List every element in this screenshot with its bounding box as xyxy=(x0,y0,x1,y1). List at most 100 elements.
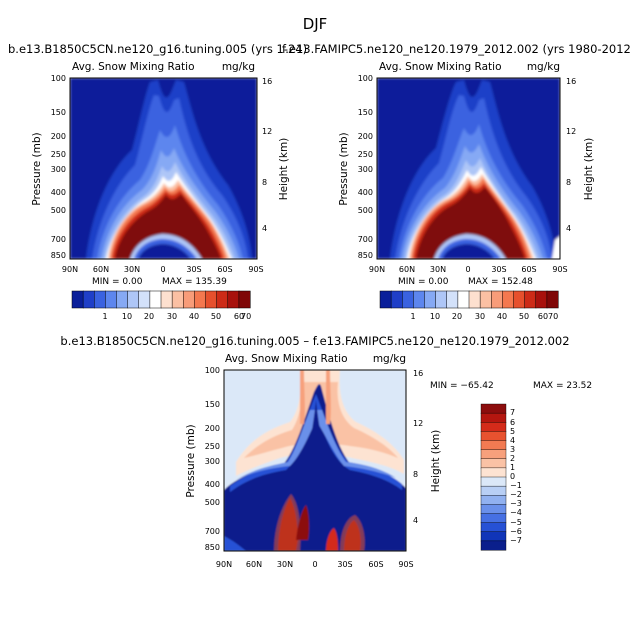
colorbar-swatch xyxy=(116,290,129,309)
panel-b-subtitle-right: mg/kg xyxy=(527,61,560,73)
field-positive-upper-streak xyxy=(300,370,305,424)
x-tick-label: 90S xyxy=(552,265,567,274)
panel-d-title: b.e13.B1850C5CN.ne120_g16.tuning.005 – f… xyxy=(60,334,569,348)
x-tick-label: 60N xyxy=(246,560,262,569)
panel-b-y-label: Pressure (mb) xyxy=(338,132,350,205)
colorbar-label: 60 xyxy=(234,312,244,321)
figure-title: DJF xyxy=(303,15,328,33)
x-tick-label: 60N xyxy=(399,265,415,274)
field-level-core xyxy=(416,187,525,259)
colorbar-swatch xyxy=(535,290,548,309)
x-tick-label: 60S xyxy=(368,560,383,569)
colorbar-label: 30 xyxy=(167,312,177,321)
field-low-level-blue-3 xyxy=(442,244,495,259)
colorbar-label: 40 xyxy=(497,312,507,321)
panel-a-frame xyxy=(69,77,258,260)
panel-b-title: f.e13.FAMIPC5.ne120_ne120.1979_2012.002 … xyxy=(282,42,631,56)
colorbar-swatch xyxy=(160,290,173,309)
y2-tick-label: 8 xyxy=(413,470,418,479)
colorbar-label: 10 xyxy=(122,312,132,321)
field-positive-convection-mid xyxy=(326,528,338,551)
panel-d-y2-axis: 4 8 12 16 xyxy=(413,369,423,525)
panel-d-min-text: MIN = −65.42 xyxy=(430,381,494,391)
y-tick-label: 500 xyxy=(51,206,66,215)
y2-tick-label: 16 xyxy=(262,77,272,86)
field-positive-convection-left-outer xyxy=(274,494,301,551)
field-surface-pool-left xyxy=(224,536,246,551)
colorbar-label: 10 xyxy=(430,312,440,321)
colorbar-swatch xyxy=(480,449,507,460)
y-tick-label: 300 xyxy=(358,165,373,174)
colorbar-swatch xyxy=(480,540,507,551)
panel-b-frame xyxy=(376,77,561,260)
x-tick-label: 90N xyxy=(216,560,232,569)
colorbar-label: −2 xyxy=(510,490,522,499)
colorbar-label: 40 xyxy=(189,312,199,321)
colorbar-swatch xyxy=(105,290,118,309)
colorbar-swatch xyxy=(480,431,507,442)
colorbar-swatch xyxy=(402,290,414,309)
colorbar-label: −4 xyxy=(510,508,522,517)
colorbar-labels-vertical: 7 6 5 4 3 2 1 0 −1 −2 −3 −4 −5 −6 −7 xyxy=(510,408,522,545)
colorbar-swatch xyxy=(413,290,426,309)
colorbar-swatch xyxy=(524,290,537,309)
panel-difference: b.e13.B1850C5CN.ne120_g16.tuning.005 – f… xyxy=(60,334,592,569)
panel-b-x-axis: 90N 60N 30N 0 30S 60S 90S xyxy=(369,265,568,274)
colorbar-swatch xyxy=(390,290,403,309)
panel-a-x-axis: 90N 60N 30N 0 30S 60S 90S xyxy=(62,265,264,274)
panel-model-a: b.e13.B1850C5CN.ne120_g16.tuning.005 (yr… xyxy=(8,42,307,321)
colorbar-label: 6 xyxy=(510,418,515,427)
panel-d-contour-field xyxy=(224,370,406,551)
panel-d-max-text: MAX = 23.52 xyxy=(533,381,592,391)
colorbar-swatch xyxy=(171,290,184,309)
y-tick-label: 700 xyxy=(51,235,66,244)
x-tick-label: 0 xyxy=(312,560,317,569)
x-tick-label: 30N xyxy=(430,265,446,274)
colorbar-swatch xyxy=(480,495,507,505)
panel-a-y-axis: 100 150 200 250 300 400 500 700 850 xyxy=(51,74,66,260)
colorbar-swatch xyxy=(71,290,84,309)
colorbar-label: 60 xyxy=(538,312,548,321)
colorbar-label: −6 xyxy=(510,527,522,536)
x-tick-label: 30S xyxy=(491,265,506,274)
y2-tick-label: 4 xyxy=(566,224,571,233)
y-tick-label: 250 xyxy=(205,442,220,451)
colorbar-swatch xyxy=(480,412,507,423)
colorbar-swatch xyxy=(238,290,251,309)
panel-a-title: b.e13.B1850C5CN.ne120_g16.tuning.005 (yr… xyxy=(8,42,307,56)
colorbar-swatch xyxy=(480,513,507,524)
y-tick-label: 150 xyxy=(51,108,66,117)
y-tick-label: 700 xyxy=(205,527,220,536)
y-tick-label: 400 xyxy=(205,480,220,489)
panel-a-min-text: MIN = 0.00 xyxy=(92,277,143,287)
colorbar-label: 1 xyxy=(102,312,107,321)
colorbar-swatch xyxy=(480,531,507,542)
y-tick-label: 100 xyxy=(205,366,220,375)
panel-d-y2-label: Height (km) xyxy=(430,430,442,493)
colorbar-swatch xyxy=(480,458,507,469)
x-tick-label: 30S xyxy=(337,560,352,569)
colorbar-label: 1 xyxy=(510,463,515,472)
colorbar-swatch xyxy=(94,290,106,309)
colorbar-swatch xyxy=(468,290,481,309)
x-tick-label: 60N xyxy=(93,265,109,274)
colorbar-swatch xyxy=(435,290,448,309)
colorbar-label: 4 xyxy=(510,436,515,445)
panel-d-y-label: Pressure (mb) xyxy=(185,424,197,497)
colorbar-label: 3 xyxy=(510,445,515,454)
x-tick-label: 30N xyxy=(124,265,140,274)
colorbar-label: 20 xyxy=(452,312,462,321)
y-tick-label: 200 xyxy=(51,132,66,141)
colorbar-swatch xyxy=(480,422,507,432)
colorbar-swatch xyxy=(138,290,151,309)
panel-b-colorbar: 1 10 20 30 40 50 60 70 xyxy=(379,290,559,321)
field-negative-column-core xyxy=(308,400,324,551)
x-tick-label: 90S xyxy=(248,265,263,274)
panel-d-colorbar: 7 6 5 4 3 2 1 0 −1 −2 −3 −4 −5 −6 −7 xyxy=(480,403,522,551)
panel-d-frame xyxy=(223,369,407,552)
colorbar-label: 5 xyxy=(510,427,515,436)
panel-d-subtitle-left: Avg. Snow Mixing Ratio xyxy=(225,353,348,365)
y-tick-label: 300 xyxy=(205,457,220,466)
x-tick-label: 30N xyxy=(277,560,293,569)
